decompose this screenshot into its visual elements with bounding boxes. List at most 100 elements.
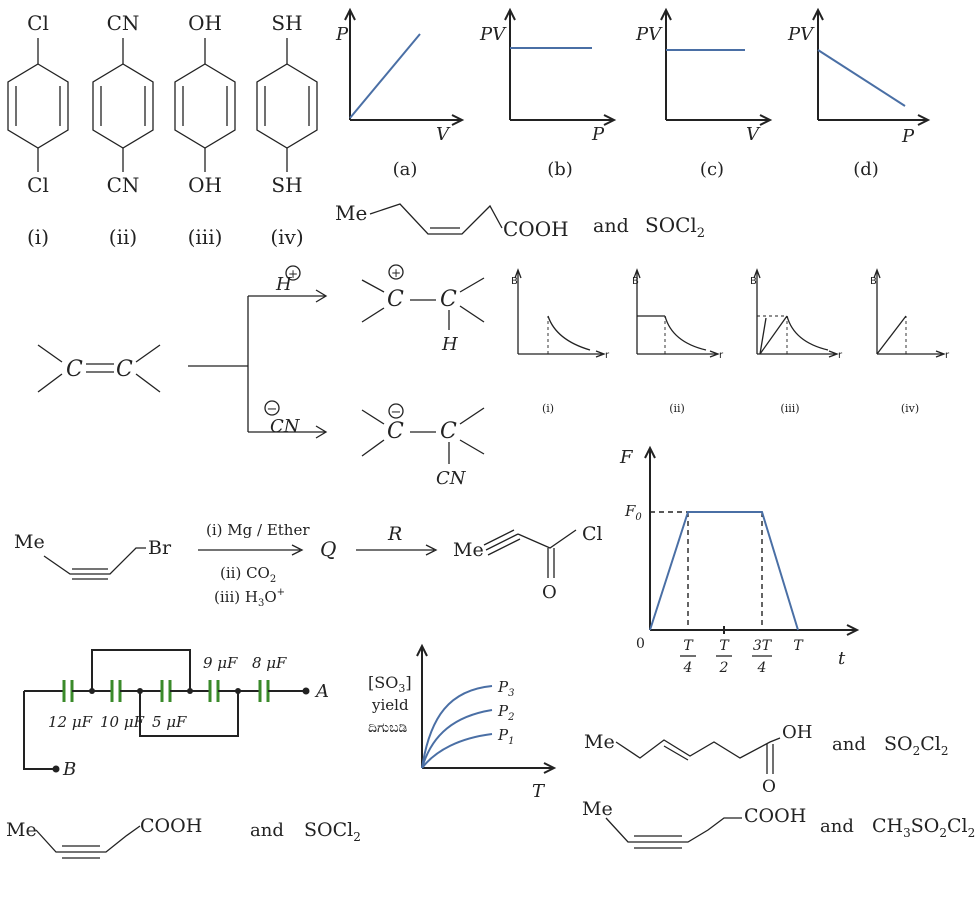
- cap-9uf: 9 μF: [203, 654, 238, 672]
- plus-sign: +: [391, 266, 401, 280]
- axis-y: PV: [479, 24, 507, 45]
- axis-x: t: [838, 648, 846, 669]
- me-label: Me: [584, 731, 615, 753]
- carbon: C: [387, 419, 404, 444]
- benzene-i: Cl Cl (i): [7, 11, 69, 249]
- reagent: SOCl2: [304, 819, 361, 844]
- me-label: Me: [14, 531, 45, 553]
- cap-5uf: 5 μF: [152, 713, 187, 731]
- oxygen: O: [542, 582, 557, 603]
- me-label: Me: [335, 201, 367, 225]
- hydrogen: H: [441, 334, 458, 355]
- benzene-bottom: OH: [188, 173, 222, 197]
- benzene-bottom: Cl: [27, 173, 49, 197]
- axis-y: B: [750, 276, 757, 287]
- benzene-label: (iii): [188, 225, 223, 249]
- chlorine: Cl: [582, 523, 603, 545]
- carbon: C: [116, 357, 133, 382]
- benzene-top: OH: [188, 11, 222, 35]
- gas-graph-b: PV P (b): [479, 7, 617, 180]
- axis-x: P: [591, 124, 605, 145]
- gas-graph-a: P V (a): [335, 7, 465, 180]
- axis-y: B: [870, 276, 877, 287]
- b-graph-ii: B r (ii): [632, 268, 724, 415]
- and-text: and: [593, 215, 629, 237]
- graph-label: (iii): [780, 402, 799, 415]
- carbon: C: [440, 419, 457, 444]
- minus-sign: −: [391, 405, 402, 420]
- tick-num: T: [719, 638, 730, 654]
- br-label: Br: [148, 537, 172, 559]
- oxygen: O: [762, 777, 776, 797]
- and-text: and: [832, 734, 866, 755]
- y-label-2: yield: [371, 696, 409, 714]
- series-p1: P1: [497, 726, 514, 747]
- series-p2: P2: [497, 702, 514, 723]
- so3-yield-graph: [SO3] yield ದಿಗುಬಡಿ T P3 P2 P1: [368, 643, 557, 802]
- carbon: C: [66, 357, 83, 382]
- option-alkyne-socl2: Me COOH and SOCl2: [6, 815, 361, 859]
- graph-label: (b): [547, 159, 573, 180]
- q-label: Q: [320, 537, 336, 561]
- step-1: (i) Mg / Ether: [206, 521, 310, 539]
- b-graph-i: B r (i): [511, 268, 610, 415]
- me-label: Me: [582, 798, 613, 820]
- f0-label: F0: [624, 502, 642, 523]
- and-text: and: [250, 820, 284, 841]
- cap-8uf: 8 μF: [252, 654, 287, 672]
- axis-y: PV: [635, 24, 663, 45]
- capacitor-circuit: A B 12 μF 10 μF 5 μF 9 μF 8 μF: [23, 649, 329, 780]
- tick-num: T: [793, 638, 804, 654]
- benzene-top: Cl: [27, 11, 49, 35]
- benzene-iv: SH SH (iv): [256, 11, 318, 249]
- minus-sign: −: [267, 402, 278, 417]
- cn-minus: CN: [270, 416, 301, 437]
- axis-x: V: [436, 124, 451, 145]
- axis-x: r: [945, 350, 950, 361]
- gas-graph-d: PV P (d): [787, 7, 931, 180]
- benzene-bottom: CN: [107, 173, 140, 197]
- graph-label: (c): [700, 159, 724, 180]
- grignard-scheme: Me Br (i) Mg / Ether (ii) CO2 (iii) H3O+…: [14, 521, 603, 609]
- reagent: SOCl2: [645, 213, 705, 241]
- axis-y: B: [632, 276, 639, 287]
- cap-12uf: 12 μF: [48, 713, 93, 731]
- me-label: Me: [6, 819, 37, 841]
- y-label-3: ದಿಗುಬಡಿ: [368, 720, 408, 736]
- step-3: (iii) H3O+: [214, 587, 285, 609]
- cyanide: CN: [436, 468, 467, 489]
- series-p3: P3: [497, 678, 514, 699]
- reagent: CH3SO2Cl2: [872, 815, 975, 840]
- axis-x: T: [532, 781, 546, 802]
- axis-x: r: [719, 350, 724, 361]
- axis-y: P: [335, 24, 349, 45]
- graph-label: (iv): [901, 402, 919, 415]
- axis-y: B: [511, 276, 518, 287]
- graph-label: (i): [542, 402, 554, 415]
- graph-label: (ii): [669, 402, 685, 415]
- carbon: C: [440, 287, 457, 312]
- r-label: R: [387, 523, 402, 545]
- product-me: Me: [453, 539, 484, 561]
- axis-x: r: [605, 350, 610, 361]
- hydroxyl: OH: [782, 722, 812, 743]
- tick-num: 3T: [753, 638, 773, 654]
- benzene-label: (ii): [109, 225, 137, 249]
- benzene-label: (iv): [270, 225, 303, 249]
- terminal-a: A: [314, 681, 329, 702]
- and-text: and: [820, 816, 854, 837]
- origin: 0: [636, 636, 645, 652]
- axis-y: F: [619, 447, 634, 468]
- tick-num: T: [683, 638, 694, 654]
- alkene-reaction: C C H + − CN + C C H − C C: [37, 264, 485, 489]
- acid-group: COOH: [140, 815, 202, 837]
- benzene-top: CN: [107, 11, 140, 35]
- h-plus: H: [275, 274, 292, 295]
- tick-den: 4: [683, 660, 693, 676]
- force-time-graph: F t F0 0 T 4 T 2 3T 4 T: [619, 445, 860, 676]
- reagent: SO2Cl2: [884, 733, 949, 758]
- carbon: C: [387, 287, 404, 312]
- benzene-bottom: SH: [271, 173, 302, 197]
